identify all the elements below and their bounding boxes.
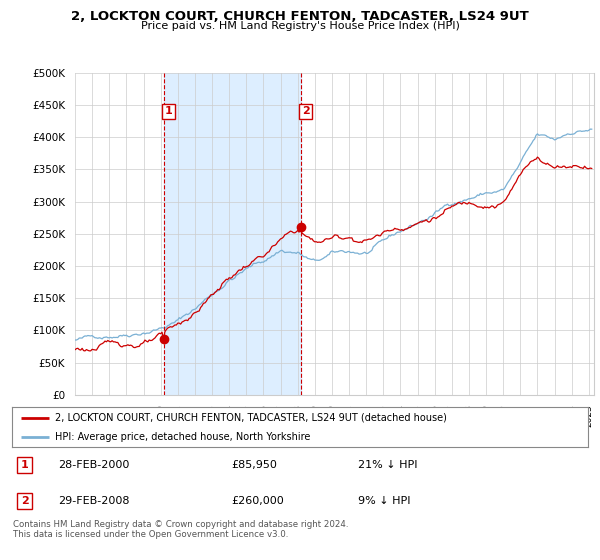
Text: 2, LOCKTON COURT, CHURCH FENTON, TADCASTER, LS24 9UT (detached house): 2, LOCKTON COURT, CHURCH FENTON, TADCAST… [55,413,447,423]
Text: £85,950: £85,950 [231,460,277,470]
Text: 21% ↓ HPI: 21% ↓ HPI [358,460,417,470]
Text: 9% ↓ HPI: 9% ↓ HPI [358,496,410,506]
Text: £260,000: £260,000 [231,496,284,506]
Text: HPI: Average price, detached house, North Yorkshire: HPI: Average price, detached house, Nort… [55,432,311,442]
Text: Price paid vs. HM Land Registry's House Price Index (HPI): Price paid vs. HM Land Registry's House … [140,21,460,31]
Bar [164,73,301,395]
Text: 2, LOCKTON COURT, CHURCH FENTON, TADCASTER, LS24 9UT: 2, LOCKTON COURT, CHURCH FENTON, TADCAST… [71,10,529,22]
Text: 2: 2 [302,106,310,116]
Text: Contains HM Land Registry data © Crown copyright and database right 2024.
This d: Contains HM Land Registry data © Crown c… [13,520,349,539]
Text: 29-FEB-2008: 29-FEB-2008 [58,496,130,506]
Text: 1: 1 [21,460,29,470]
Text: 1: 1 [165,106,173,116]
Text: 2: 2 [21,496,29,506]
Text: 28-FEB-2000: 28-FEB-2000 [58,460,130,470]
